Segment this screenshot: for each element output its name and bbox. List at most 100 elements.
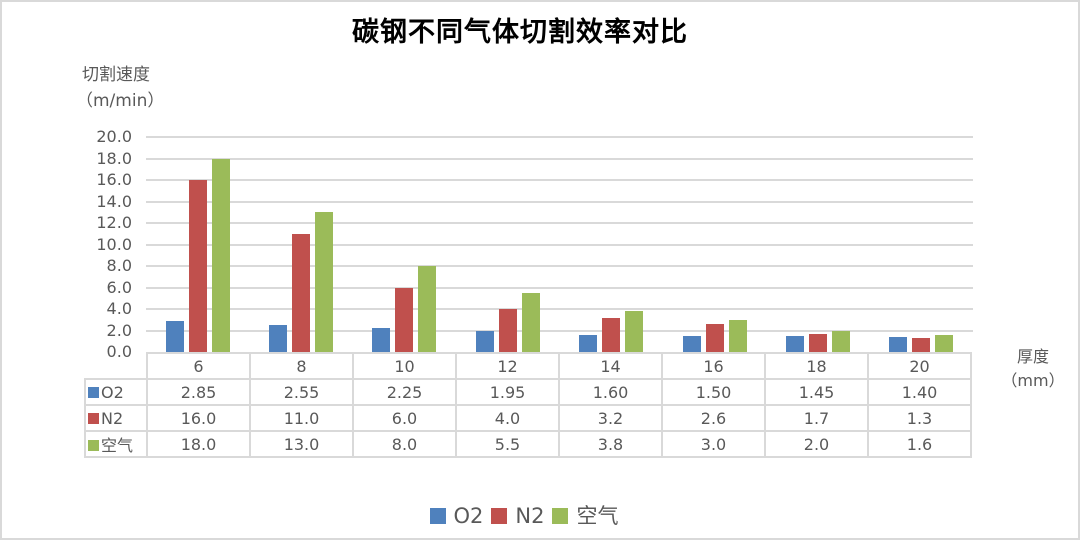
gridline [146,179,973,181]
series-key-icon [88,440,99,451]
table-cell: 16.0 [146,404,251,432]
x-axis-label-line2: （mm） [1001,371,1065,390]
table-header-cell: 20 [867,352,972,380]
table-cell: 3.0 [661,430,766,458]
bar-空气-6 [211,158,230,352]
bar-O2-16 [682,335,701,352]
y-tick-label: 6.0 [106,277,132,297]
y-axis-label: 切割速度 （m/min） [76,62,164,114]
legend-label: O2 [453,504,484,528]
gridline [146,243,973,246]
series-key-icon [88,412,99,424]
table-cell: 5.5 [455,430,560,458]
y-tick-label: 2.0 [106,320,132,340]
bar-O2-20 [889,336,908,352]
bar-N2-6 [188,180,207,352]
table-cell: 1.95 [455,378,560,406]
gridline [146,329,973,332]
table-series-label: O2 [84,378,148,406]
gridline [146,308,973,310]
legend: O2 N2 空气 [0,500,1048,530]
bar-空气-20 [935,334,954,352]
data-table: 6 8 10 12 14 16 18 20 O2 2.85 2.55 2.25 1.95 1.60 1.50… [84,352,972,458]
x-axis-label-line1: 厚度 [1016,347,1049,366]
table-header-cell: 12 [455,352,560,380]
table-cell: 2.0 [764,430,869,458]
bar-O2-12 [475,331,494,352]
bar-O2-6 [165,321,184,352]
y-tick-label: 20.0 [96,127,132,146]
table-row: O2 2.85 2.55 2.25 1.95 1.60 1.50 1.45 1.40 [84,378,972,406]
table-cell: 3.2 [558,404,663,432]
table-series-label: 空气 [84,430,148,458]
table-cell: 4.0 [455,404,560,432]
legend-swatch-icon [552,508,569,524]
bar-空气-18 [831,330,850,352]
table-header-cell: 16 [661,352,766,380]
table-cell: 18.0 [146,430,251,458]
table-cell: 3.8 [558,430,663,458]
table-cell: 13.0 [249,430,354,458]
table-cell: 1.7 [764,404,869,432]
series-name: 空气 [101,436,134,455]
gridline [146,265,973,267]
gridline [146,286,973,289]
bar-N2-20 [912,338,931,352]
legend-label: 空气 [576,504,619,528]
bar-N2-8 [292,233,311,352]
table-cell: 2.55 [249,378,354,406]
bar-O2-14 [579,334,598,352]
bar-空气-12 [521,292,540,352]
table-cell: 1.60 [558,378,663,406]
table-cell: 6.0 [352,404,457,432]
y-tick-label: 4.0 [106,299,132,318]
y-tick-label: 16.0 [96,170,132,189]
table-series-label: N2 [84,404,148,432]
y-tick-label: 14.0 [96,191,132,211]
bar-O2-18 [785,336,804,352]
y-tick-label: 12.0 [96,213,132,232]
legend-swatch-icon [491,508,508,524]
table-header-cell: 8 [249,352,354,380]
table-cell: 1.3 [867,404,972,432]
series-name: N2 [101,408,124,428]
bar-N2-16 [705,324,724,352]
legend-swatch-icon [429,508,446,524]
legend-label: N2 [515,504,545,528]
table-header-cell: 6 [146,352,251,380]
bar-O2-8 [269,324,288,352]
table-cell: 8.0 [352,430,457,458]
bar-N2-10 [395,287,414,352]
table-cell: 2.6 [661,404,766,432]
bar-空气-10 [418,266,437,352]
bar-空气-14 [625,311,644,352]
gridline [146,136,973,138]
table-row: 空气 18.0 13.0 8.0 5.5 3.8 3.0 2.0 1.6 [84,430,972,458]
bar-空气-8 [315,212,334,352]
table-cell: 2.85 [146,378,251,406]
table-row: N2 16.0 11.0 6.0 4.0 3.2 2.6 1.7 1.3 [84,404,972,432]
table-cell: 1.40 [867,378,972,406]
y-tick-label: 18.0 [96,148,132,168]
y-tick-label: 8.0 [106,256,132,275]
y-tick-label: 10.0 [96,234,132,254]
series-key-icon [88,386,99,398]
table-cell: 2.25 [352,378,457,406]
bar-O2-10 [372,327,391,352]
bar-N2-14 [602,317,621,352]
gridline [146,200,973,203]
y-axis-label-line1: 切割速度 [82,65,150,85]
legend-item-O2: O2 [429,504,484,528]
y-axis-label-line2: （m/min） [76,91,165,111]
bar-空气-16 [728,319,747,352]
gridline [146,157,973,160]
legend-item-N2: N2 [491,504,544,528]
bar-N2-12 [498,309,517,352]
table-cell: 1.6 [867,430,972,458]
table-cell: 1.50 [661,378,766,406]
table-cell: 11.0 [249,404,354,432]
chart-title: 碳钢不同气体切割效率对比 [352,17,688,48]
bar-N2-18 [808,333,827,352]
table-cell: 1.45 [764,378,869,406]
